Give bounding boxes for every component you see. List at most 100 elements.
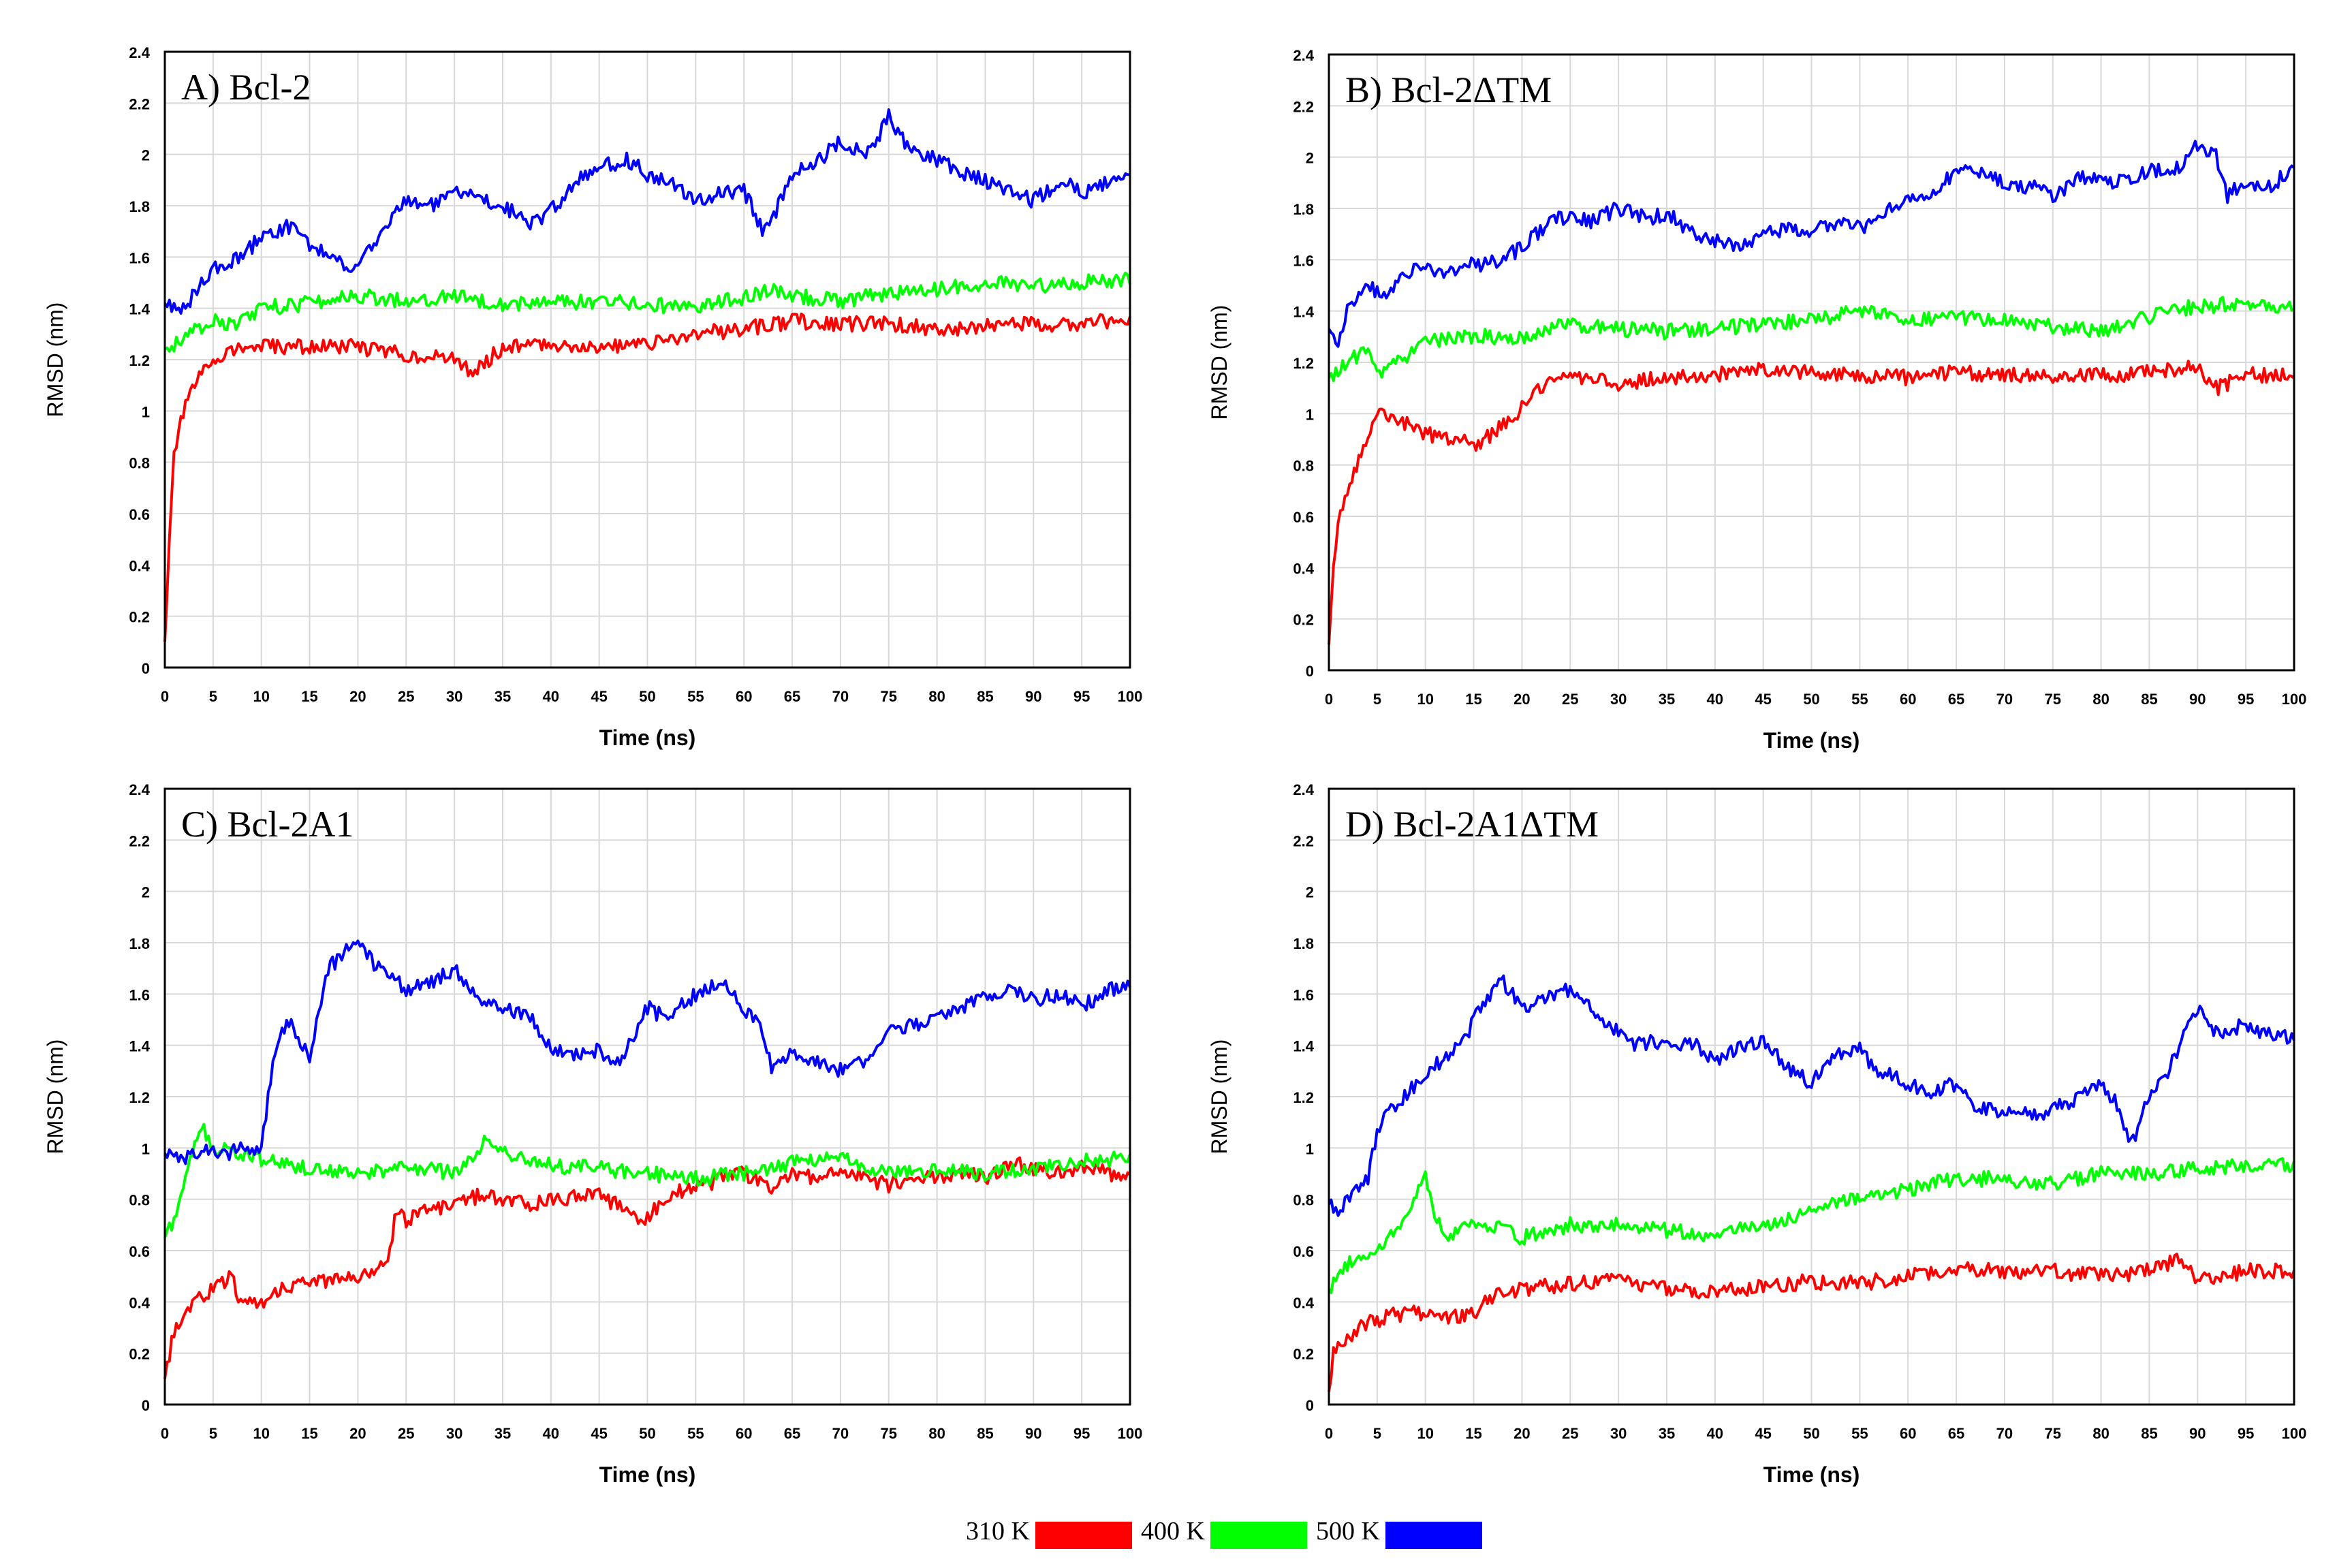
x-tick-label: 95 [2238,691,2254,708]
y-tick-label: 1.6 [129,249,150,266]
y-tick-label: 0.8 [129,455,150,472]
x-tick-label: 70 [1996,1425,2013,1442]
plot-frame [1328,787,2295,1406]
x-tick-label: 80 [928,688,945,705]
y-tick-label: 1.2 [1293,1089,1314,1106]
x-tick-label: 25 [398,1425,414,1442]
x-tick-label: 60 [736,688,752,705]
y-tick-label: 1 [1306,1140,1314,1157]
y-axis-label: RMSD (nm) [1207,305,1232,420]
y-tick-label: 1.8 [129,935,150,952]
plot-frame [163,787,1131,1406]
x-axis-label: Time (ns) [599,725,696,750]
series-line-400k [1328,296,2295,382]
y-tick-label: 1.4 [1293,1038,1314,1055]
x-tick-label: 30 [446,688,462,705]
x-tick-label: 90 [2189,691,2206,708]
x-tick-label: 60 [1900,691,1916,708]
series-line-500k [163,939,1131,1165]
y-tick-label: 0 [142,1397,150,1414]
x-tick-label: 5 [209,688,217,705]
y-tick-label: 1.4 [129,301,150,318]
y-tick-label: 0 [1306,1397,1314,1414]
x-tick-label: 65 [784,1425,800,1442]
y-tick-label: 2.2 [129,832,150,849]
x-tick-label: 35 [1659,691,1675,708]
x-tick-label: 85 [2141,1425,2157,1442]
y-tick-label: 0.6 [1293,1243,1314,1260]
x-tick-label: 0 [161,688,169,705]
y-tick-label: 0.2 [129,609,150,626]
x-tick-label: 40 [1707,691,1723,708]
x-tick-label: 95 [1073,688,1090,705]
x-tick-label: 75 [2045,691,2061,708]
x-tick-label: 15 [301,1425,317,1442]
y-tick-label: 2 [142,147,150,164]
x-tick-label: 20 [349,1425,366,1442]
x-tick-label: 80 [2092,1425,2109,1442]
chart-title: B) Bcl-2ΔTM [1345,69,1552,110]
chart-title: D) Bcl-2A1ΔTM [1345,804,1599,845]
x-tick-label: 60 [736,1425,752,1442]
x-tick-label: 90 [1025,1425,1041,1442]
x-tick-label: 0 [1325,1425,1333,1442]
x-tick-label: 70 [1996,691,2013,708]
x-axis-label: Time (ns) [1763,728,1860,753]
series-line-400k [1328,1157,2295,1294]
x-tick-label: 35 [495,688,511,705]
y-tick-label: 2 [1306,884,1314,901]
y-axis-label: RMSD (nm) [43,1039,67,1155]
x-tick-label: 30 [1610,1425,1627,1442]
y-tick-label: 2 [142,884,150,901]
legend-swatch-green [1210,1522,1307,1549]
legend-swatch-red [1035,1522,1132,1549]
y-tick-label: 2.4 [129,44,150,61]
x-tick-label: 30 [446,1425,462,1442]
y-tick-label: 2.4 [129,781,150,798]
y-axis-label: RMSD (nm) [1207,1039,1232,1155]
x-tick-label: 50 [639,1425,655,1442]
x-tick-label: 80 [2092,691,2109,708]
x-tick-label: 95 [2238,1425,2254,1442]
y-tick-label: 2.4 [1293,781,1314,798]
y-tick-label: 0.2 [1293,1346,1314,1363]
x-tick-label: 65 [1948,691,1964,708]
y-tick-label: 1.2 [1293,355,1314,372]
x-tick-label: 70 [832,1425,849,1442]
x-tick-label: 15 [1465,691,1481,708]
x-tick-label: 55 [1851,1425,1868,1442]
x-tick-label: 25 [1562,1425,1578,1442]
x-tick-label: 75 [881,688,897,705]
x-tick-label: 100 [1118,1425,1143,1442]
x-tick-label: 5 [209,1425,217,1442]
chart-panel-2: 0 0.2 0.4 0.6 0.8 1 1.2 1.4 1.6 1.8 2 2.2 2.4 0 5 10 15 2… [1207,47,2306,753]
x-tick-label: 15 [1465,1425,1481,1442]
y-tick-label: 0.2 [1293,612,1314,629]
chart-panel-3: 0 0.2 0.4 0.6 0.8 1 1.2 1.4 1.6 1.8 2 2.2 2.4 0 5 10 15 2… [43,781,1142,1487]
x-tick-label: 45 [1755,1425,1771,1442]
plot-frame [1328,53,2295,672]
x-tick-label: 10 [253,1425,269,1442]
y-tick-label: 0 [142,660,150,677]
x-tick-label: 25 [1562,691,1578,708]
x-tick-label: 20 [1513,691,1530,708]
x-tick-label: 10 [1417,1425,1433,1442]
x-tick-label: 90 [1025,688,1041,705]
y-axis-label: RMSD (nm) [43,302,67,418]
y-tick-label: 1.2 [129,1089,150,1106]
series-line-400k [163,271,1131,353]
legend-swatch-blue [1385,1522,1482,1549]
series-line-400k [163,1123,1131,1238]
y-tick-label: 0.6 [1293,509,1314,526]
x-tick-label: 75 [881,1425,897,1442]
x-tick-label: 5 [1373,691,1381,708]
chart-panel-4: 0 0.2 0.4 0.6 0.8 1 1.2 1.4 1.6 1.8 2 2.2 2.4 0 5 10 15 2… [1207,781,2306,1487]
y-tick-label: 2 [1306,150,1314,167]
y-tick-label: 1.8 [1293,935,1314,952]
y-tick-label: 0.2 [129,1346,150,1363]
x-tick-label: 75 [2045,1425,2061,1442]
x-tick-label: 85 [977,1425,993,1442]
series-line-500k [163,108,1131,315]
y-tick-label: 2.2 [129,95,150,112]
y-tick-label: 0.6 [129,1243,150,1260]
